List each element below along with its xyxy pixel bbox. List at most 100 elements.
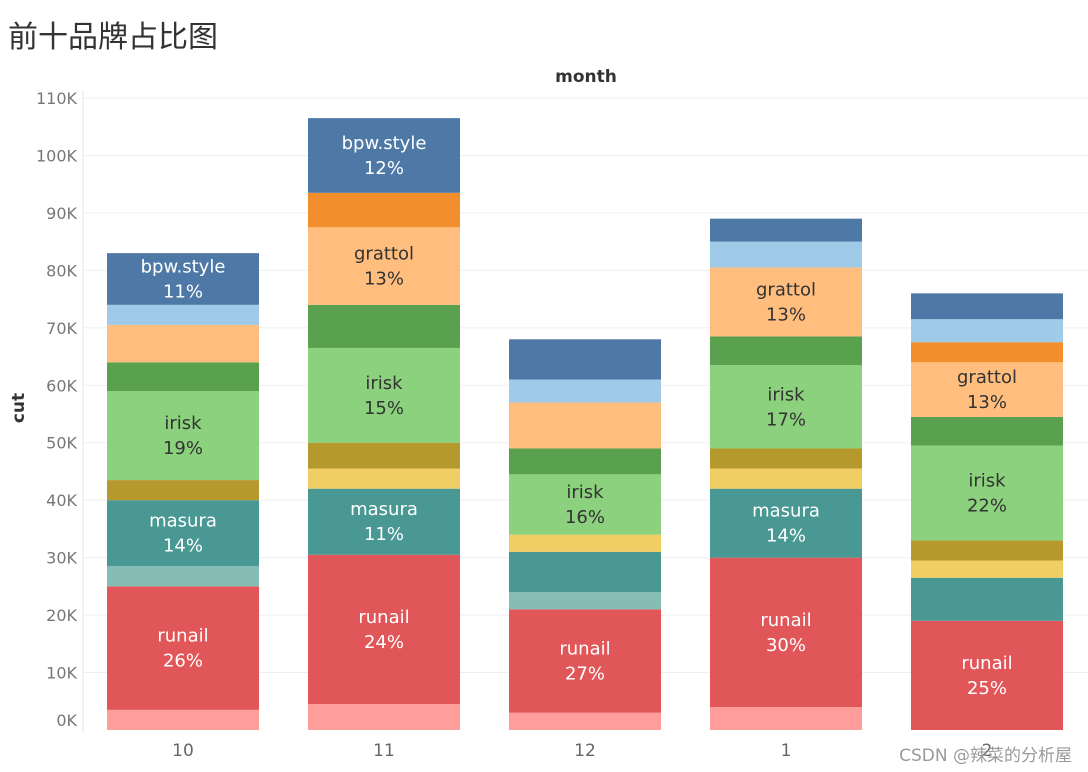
data-label: irisk (767, 384, 805, 405)
data-label: 25% (967, 678, 1007, 699)
bar-segment (509, 474, 661, 535)
bar-segment (107, 253, 259, 305)
y-tick-label: 20K (46, 606, 77, 625)
bar-segment (308, 227, 460, 305)
bar-segment (509, 592, 661, 610)
y-tick-label: 80K (46, 261, 77, 280)
data-label: runail (559, 639, 610, 660)
data-label: 19% (163, 438, 203, 459)
data-label: 14% (766, 526, 806, 547)
bar-segment (710, 707, 862, 730)
bar-segment (509, 534, 661, 552)
data-label: runail (961, 653, 1012, 674)
bar-segment (710, 365, 862, 449)
data-label: 26% (163, 651, 203, 672)
data-label: irisk (164, 413, 202, 434)
bar-segment (107, 480, 259, 501)
bar-segment (509, 551, 661, 593)
bar-segment (107, 500, 259, 567)
bar-segment (710, 336, 862, 366)
x-axis: 10 11 12 1 2 (172, 741, 992, 761)
data-label: bpw.style (141, 256, 226, 277)
bar-segment (308, 468, 460, 489)
bar-segment (107, 391, 259, 481)
bar-segment (509, 609, 661, 713)
y-axis-title: cut (9, 393, 29, 423)
bar-segment (509, 379, 661, 403)
bar-segment (911, 445, 1063, 541)
bar-segment (107, 709, 259, 730)
y-tick-label: 90K (46, 204, 77, 223)
y-tick-label: 100K (36, 146, 78, 165)
x-tick-label: 1 (781, 741, 792, 761)
bar-segment (911, 620, 1063, 730)
data-label: 15% (364, 398, 404, 419)
segment-labels: runail 26% masura 14% irisk 19% bpw.style 11% ru… (141, 133, 1017, 699)
page-title: 前十品牌占比图 (8, 20, 218, 55)
bar-segment (911, 319, 1063, 343)
watermark: CSDN @辣菜的分析屋 (899, 746, 1072, 766)
y-tick-label: 0K (56, 711, 77, 730)
x-tick-label: 11 (373, 741, 395, 761)
data-label: 27% (565, 664, 605, 685)
bar-segment (509, 339, 661, 380)
bar-segment (710, 267, 862, 337)
bar-segment (911, 293, 1063, 320)
data-label: 16% (565, 507, 605, 528)
bar-segment (911, 577, 1063, 621)
bar-segment (308, 347, 460, 443)
data-label: irisk (566, 482, 604, 503)
bar-segment (509, 712, 661, 730)
y-axis: 0K 10K 20K 30K 40K 50K 60K 70K 80K 90K 100K 110K (36, 89, 78, 730)
x-tick-label: 2 (982, 741, 993, 761)
bar-segment (710, 488, 862, 558)
data-label: bpw.style (342, 133, 427, 154)
bar-segment (911, 416, 1063, 446)
y-tick-label: 50K (46, 434, 77, 453)
data-label: masura (752, 501, 820, 522)
bars (107, 118, 1063, 730)
y-tick-label: 40K (46, 491, 77, 510)
bar-segment (308, 192, 460, 228)
data-label: 24% (364, 632, 404, 653)
y-tick-label: 70K (46, 319, 77, 338)
data-label: runail (760, 610, 811, 631)
y-tick-label: 10K (46, 664, 77, 683)
bar-segment (308, 442, 460, 469)
data-label: 11% (163, 281, 203, 302)
data-label: irisk (968, 471, 1006, 492)
bar-segment (509, 402, 661, 449)
data-label: 22% (967, 496, 1007, 517)
data-label: masura (149, 511, 217, 532)
data-label: 13% (766, 304, 806, 325)
y-tick-label: 110K (36, 89, 78, 108)
y-tick-label: 60K (46, 376, 77, 395)
bar-segment (107, 324, 259, 363)
x-tick-label: 10 (172, 741, 194, 761)
data-label: grattol (756, 279, 816, 300)
bar-segment (107, 362, 259, 392)
bar-segment (710, 241, 862, 268)
data-label: 13% (967, 392, 1007, 413)
data-label: runail (157, 626, 208, 647)
bar-segment (308, 704, 460, 730)
bar-segment (308, 304, 460, 348)
data-label: 13% (364, 269, 404, 290)
bar-segment (911, 362, 1063, 417)
bar-segment (911, 342, 1063, 363)
bar-segment (710, 468, 862, 489)
data-label: 30% (766, 635, 806, 656)
bar-segment (911, 540, 1063, 561)
data-label: masura (350, 499, 418, 520)
bar-segment (107, 586, 259, 710)
bar-segment (710, 557, 862, 708)
data-label: runail (358, 607, 409, 628)
data-label: 17% (766, 409, 806, 430)
bar-segment (710, 448, 862, 469)
data-label: irisk (365, 373, 403, 394)
bar-segment (308, 488, 460, 555)
y-tick-label: 30K (46, 549, 77, 568)
data-label: 14% (163, 536, 203, 557)
bar-segment (107, 566, 259, 587)
